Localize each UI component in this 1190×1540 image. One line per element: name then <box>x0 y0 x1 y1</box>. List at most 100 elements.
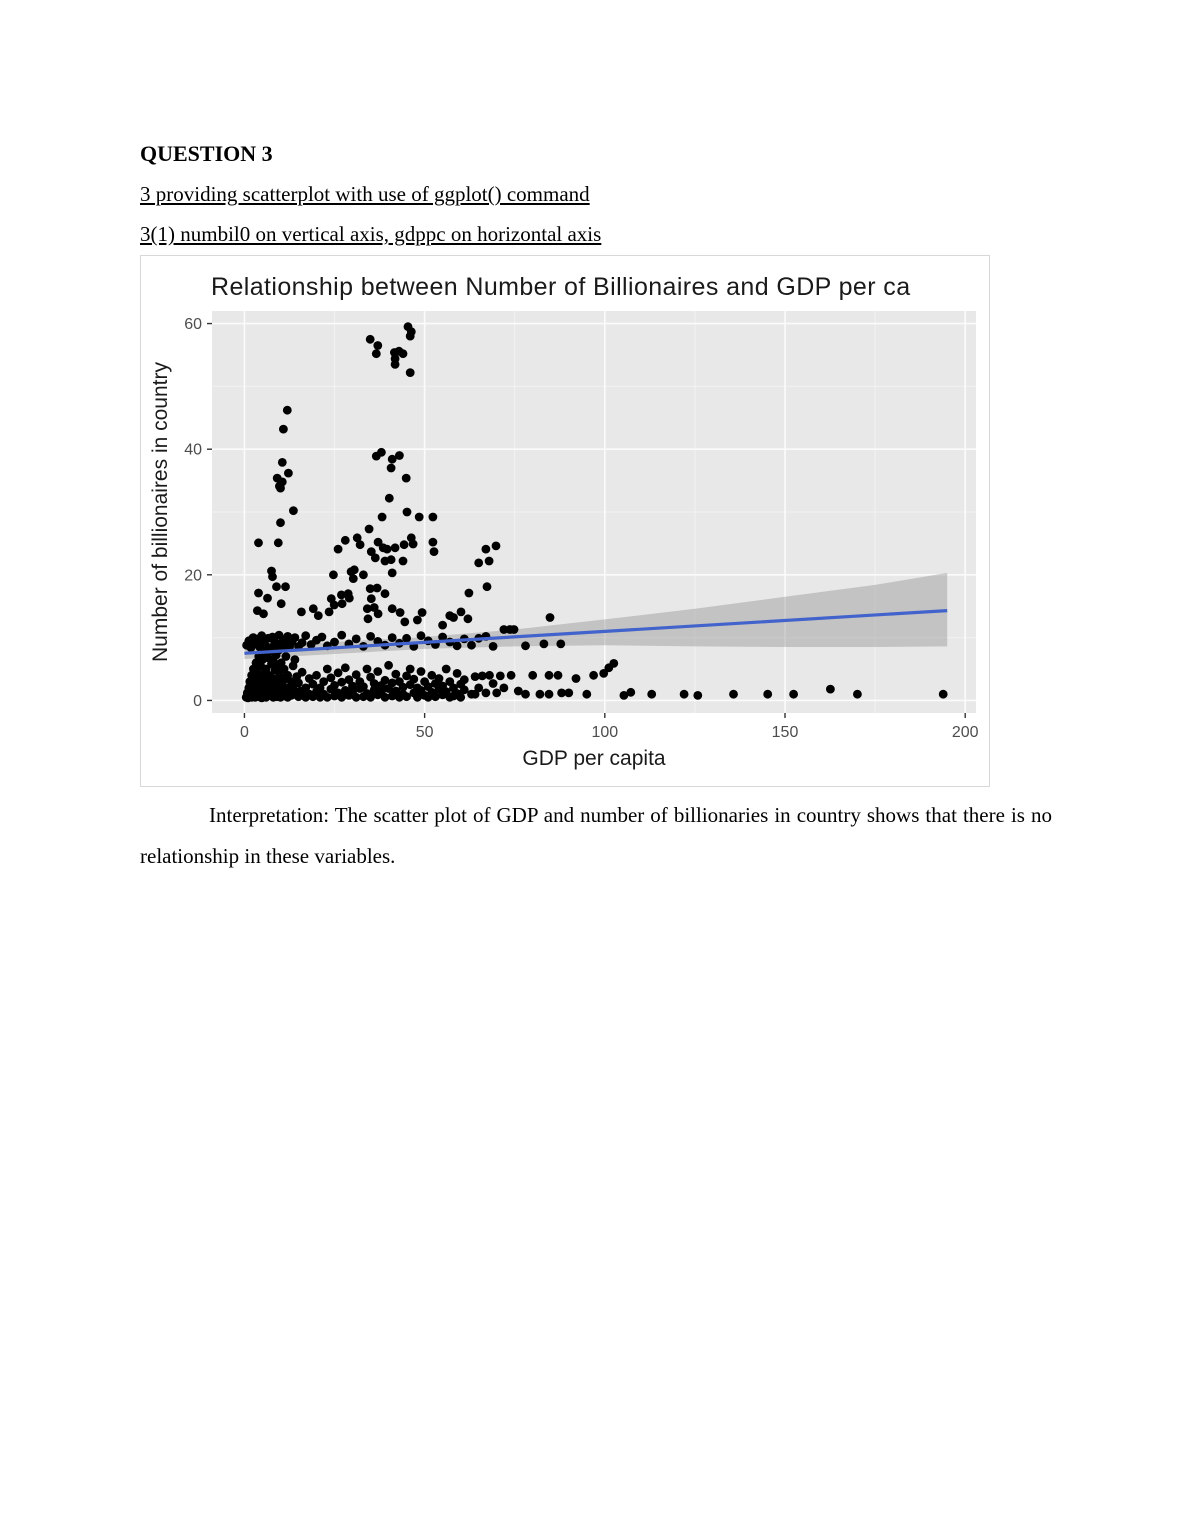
data-point <box>438 632 447 642</box>
data-point <box>349 565 359 575</box>
data-point <box>679 689 689 699</box>
data-point <box>459 685 469 695</box>
data-point <box>509 625 519 634</box>
data-point <box>363 614 373 624</box>
data-point <box>387 678 397 688</box>
data-point <box>281 582 290 592</box>
data-point <box>438 620 447 630</box>
data-point <box>340 663 350 673</box>
data-point <box>289 506 298 516</box>
data-point <box>431 692 440 702</box>
data-point <box>609 659 619 668</box>
data-point <box>344 593 354 603</box>
data-point <box>377 447 386 457</box>
data-point <box>481 688 491 698</box>
data-point <box>553 670 563 680</box>
data-point <box>277 458 287 467</box>
data-point <box>467 640 476 650</box>
data-point <box>351 670 361 680</box>
data-point <box>693 691 703 700</box>
data-point <box>402 671 411 681</box>
data-point <box>308 679 318 689</box>
data-point <box>254 588 263 598</box>
data-point <box>427 670 437 680</box>
data-point <box>366 547 376 556</box>
data-point <box>380 675 390 685</box>
data-point <box>297 638 307 647</box>
data-point <box>499 625 509 634</box>
data-point <box>405 331 415 341</box>
data-point <box>351 634 361 644</box>
data-point <box>513 686 523 696</box>
data-point <box>413 692 422 702</box>
data-point <box>390 360 400 369</box>
regression-line <box>244 609 948 655</box>
data-point <box>333 544 343 554</box>
data-point <box>364 524 374 534</box>
data-point <box>399 540 409 550</box>
data-point <box>297 667 307 677</box>
data-point <box>386 555 396 565</box>
data-point <box>416 667 426 676</box>
data-point <box>337 692 347 702</box>
data-point <box>477 671 487 681</box>
data-point <box>853 689 862 699</box>
data-point <box>582 689 592 699</box>
data-point <box>366 594 376 604</box>
data-point <box>398 349 408 359</box>
data-point <box>352 533 362 543</box>
data-point <box>413 615 422 625</box>
data-point <box>348 681 357 691</box>
y-axis: 0 20 40 60 <box>184 316 212 710</box>
data-point <box>297 607 306 617</box>
data-point <box>362 604 372 614</box>
data-point <box>373 341 383 350</box>
data-point <box>308 604 318 614</box>
data-point <box>366 692 375 702</box>
data-point <box>495 671 505 681</box>
data-point <box>414 512 424 522</box>
data-point <box>272 582 281 592</box>
data-point <box>488 679 498 688</box>
data-point <box>402 633 411 643</box>
x-tick-label: 0 <box>240 724 249 741</box>
subheading-axes: 3(1) numbil0 on vertical axis, gdppc on … <box>140 222 602 246</box>
y-tick-label: 40 <box>184 442 202 459</box>
data-point <box>401 473 411 483</box>
data-point <box>434 674 444 683</box>
data-point <box>372 583 382 593</box>
data-point <box>330 681 339 690</box>
data-point <box>329 570 338 580</box>
data-point <box>290 633 300 642</box>
data-point <box>355 540 365 550</box>
data-point <box>317 632 327 642</box>
x-tick-label: 100 <box>591 724 618 741</box>
data-point <box>449 613 458 622</box>
data-point <box>254 538 263 548</box>
y-tick-label: 60 <box>184 316 202 333</box>
data-point <box>384 493 394 503</box>
data-point <box>464 588 474 598</box>
data-point <box>395 451 404 460</box>
data-point <box>485 670 494 680</box>
interpretation-paragraph: Interpretation: The scatter plot of GDP … <box>140 803 1052 868</box>
data-point <box>277 477 287 487</box>
data-point <box>428 537 438 547</box>
x-axis-label: GDP per capita <box>522 747 666 770</box>
data-point <box>482 582 492 592</box>
data-point <box>337 630 347 640</box>
data-point <box>539 639 549 649</box>
data-point <box>506 670 516 680</box>
y-axis-label: Number of billionaires in country <box>149 362 172 662</box>
data-point <box>263 593 272 603</box>
data-point <box>571 674 581 683</box>
data-point <box>380 692 390 702</box>
data-point <box>366 632 375 641</box>
data-point <box>313 611 323 620</box>
y-tick-label: 0 <box>193 693 202 710</box>
data-point <box>474 558 484 568</box>
scatterplot-figure: 0 50 100 150 200 0 20 40 60 GDP per capita Number … <box>140 255 990 787</box>
data-point <box>369 603 379 612</box>
data-point <box>259 609 268 619</box>
data-point <box>452 669 462 678</box>
